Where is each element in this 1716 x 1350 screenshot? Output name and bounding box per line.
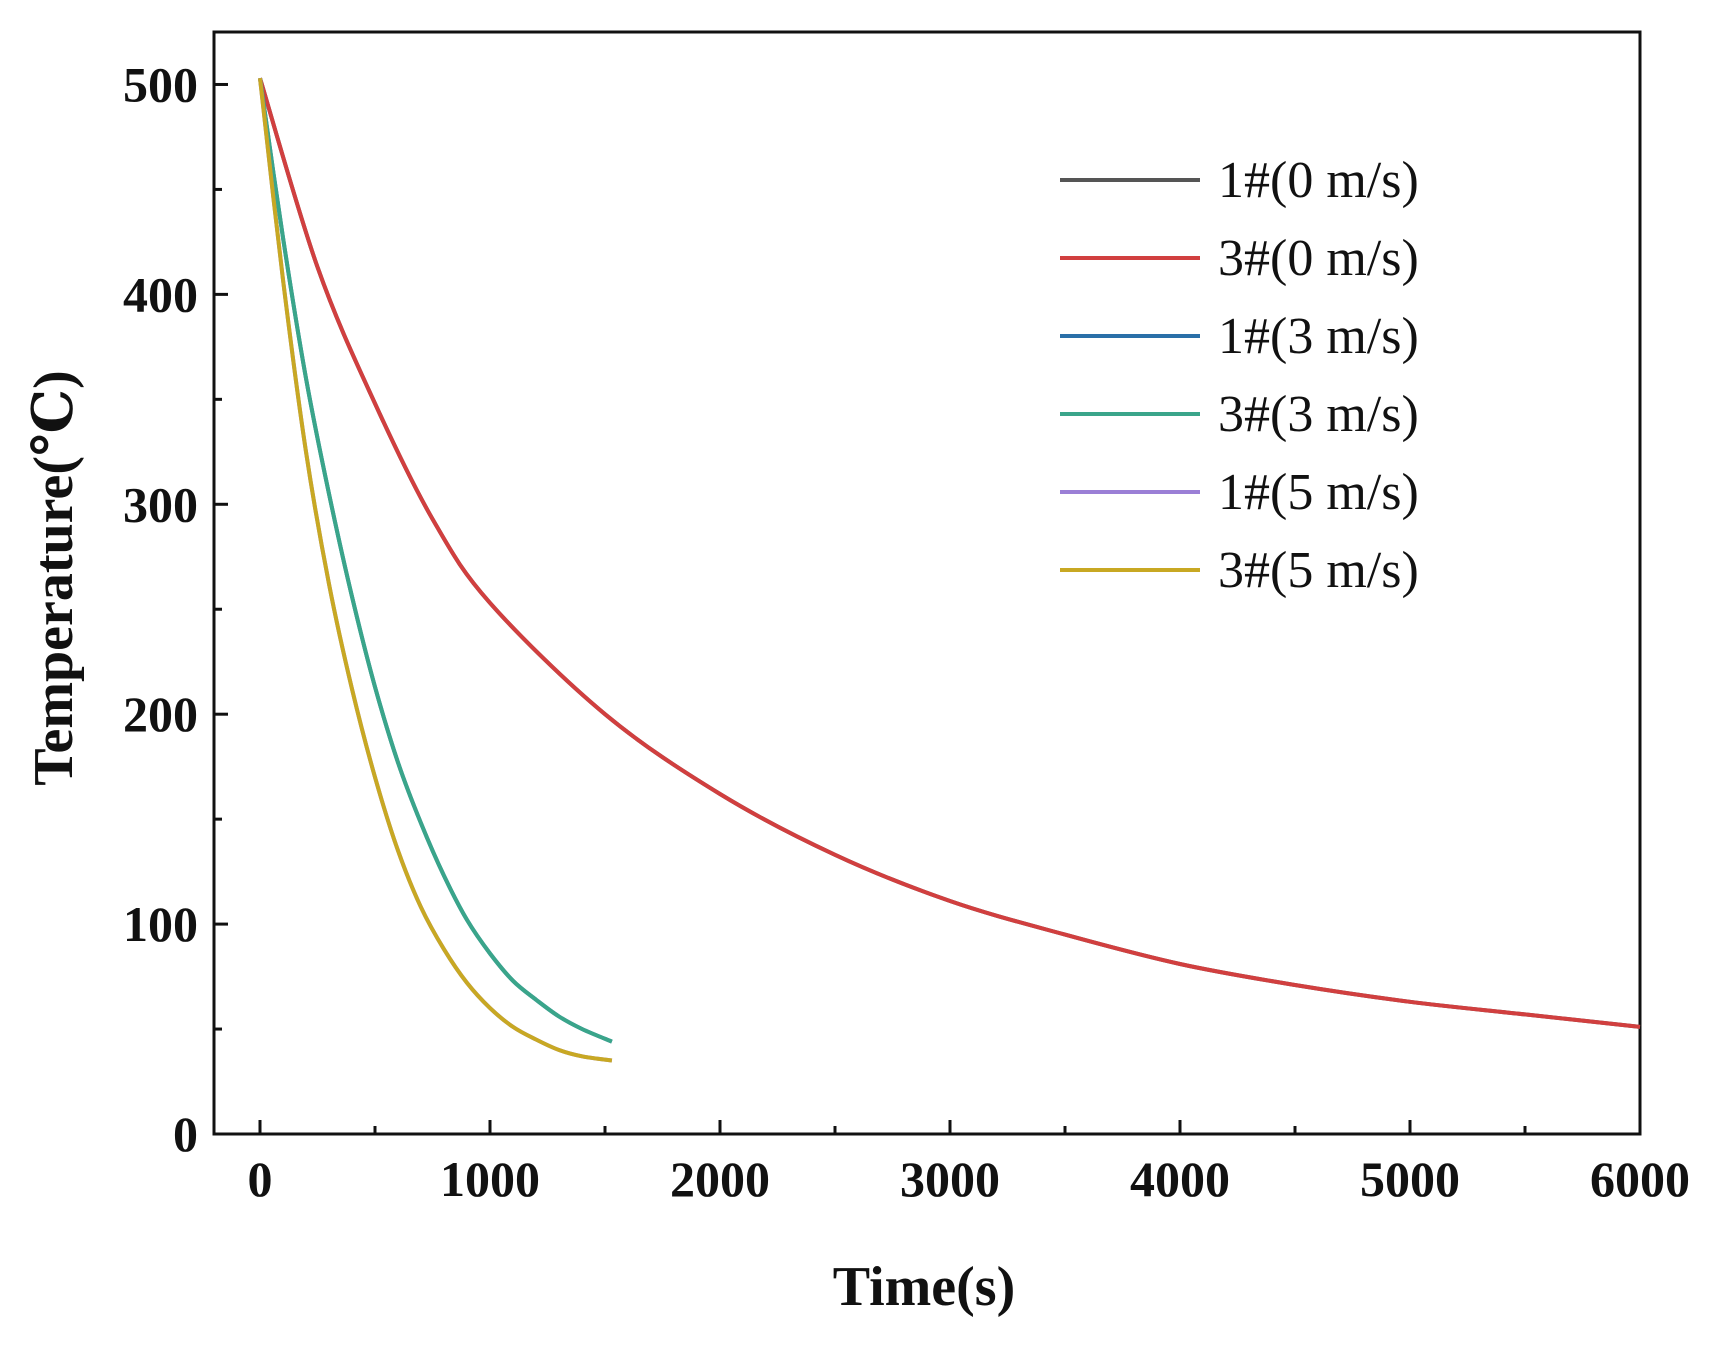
legend-label: 1#(5 m/s) (1218, 464, 1419, 521)
x-tick-label: 0 (248, 1151, 273, 1207)
x-tick-label: 6000 (1590, 1151, 1690, 1207)
x-tick-label: 5000 (1360, 1151, 1460, 1207)
series-line-1-3-m-s (258, 77, 613, 1044)
axes: 0 1000 2000 3000 4000 5000 6000 0 100 200 300 400 50… (123, 30, 1690, 1207)
y-tick-label: 100 (123, 896, 198, 952)
y-axis-title: Temperature(℃) (23, 370, 85, 785)
legend-label: 1#(0 m/s) (1218, 152, 1419, 209)
plot-frame (212, 30, 1642, 1136)
y-tick-label: 500 (123, 56, 198, 112)
legend-label: 3#(0 m/s) (1218, 230, 1419, 287)
y-tick-label: 300 (123, 476, 198, 532)
legend-label: 3#(5 m/s) (1218, 542, 1419, 599)
series-line-3-3-m-s (258, 77, 613, 1044)
series-group (258, 77, 1641, 1063)
legend-label: 3#(3 m/s) (1218, 386, 1419, 443)
y-tick-label: 400 (123, 266, 198, 322)
legend: 1#(0 m/s) 3#(0 m/s) 1#(3 m/s) 3#(3 m/s) 1#(5… (1060, 152, 1419, 599)
x-tick-label: 3000 (900, 1151, 1000, 1207)
x-tick-label: 1000 (440, 1151, 540, 1207)
legend-label: 1#(3 m/s) (1218, 308, 1419, 365)
series-line-3-5-m-s (258, 77, 613, 1063)
series-line-1-5-m-s (258, 77, 613, 1063)
series-line-3-0-m-s (258, 77, 1641, 1029)
series-line-1-0-m-s (258, 77, 1641, 1029)
y-tick-label: 0 (173, 1106, 198, 1162)
x-tick-label: 4000 (1130, 1151, 1230, 1207)
x-tick-label: 2000 (670, 1151, 770, 1207)
y-tick-label: 200 (123, 686, 198, 742)
x-axis-title: Time(s) (833, 1256, 1016, 1318)
